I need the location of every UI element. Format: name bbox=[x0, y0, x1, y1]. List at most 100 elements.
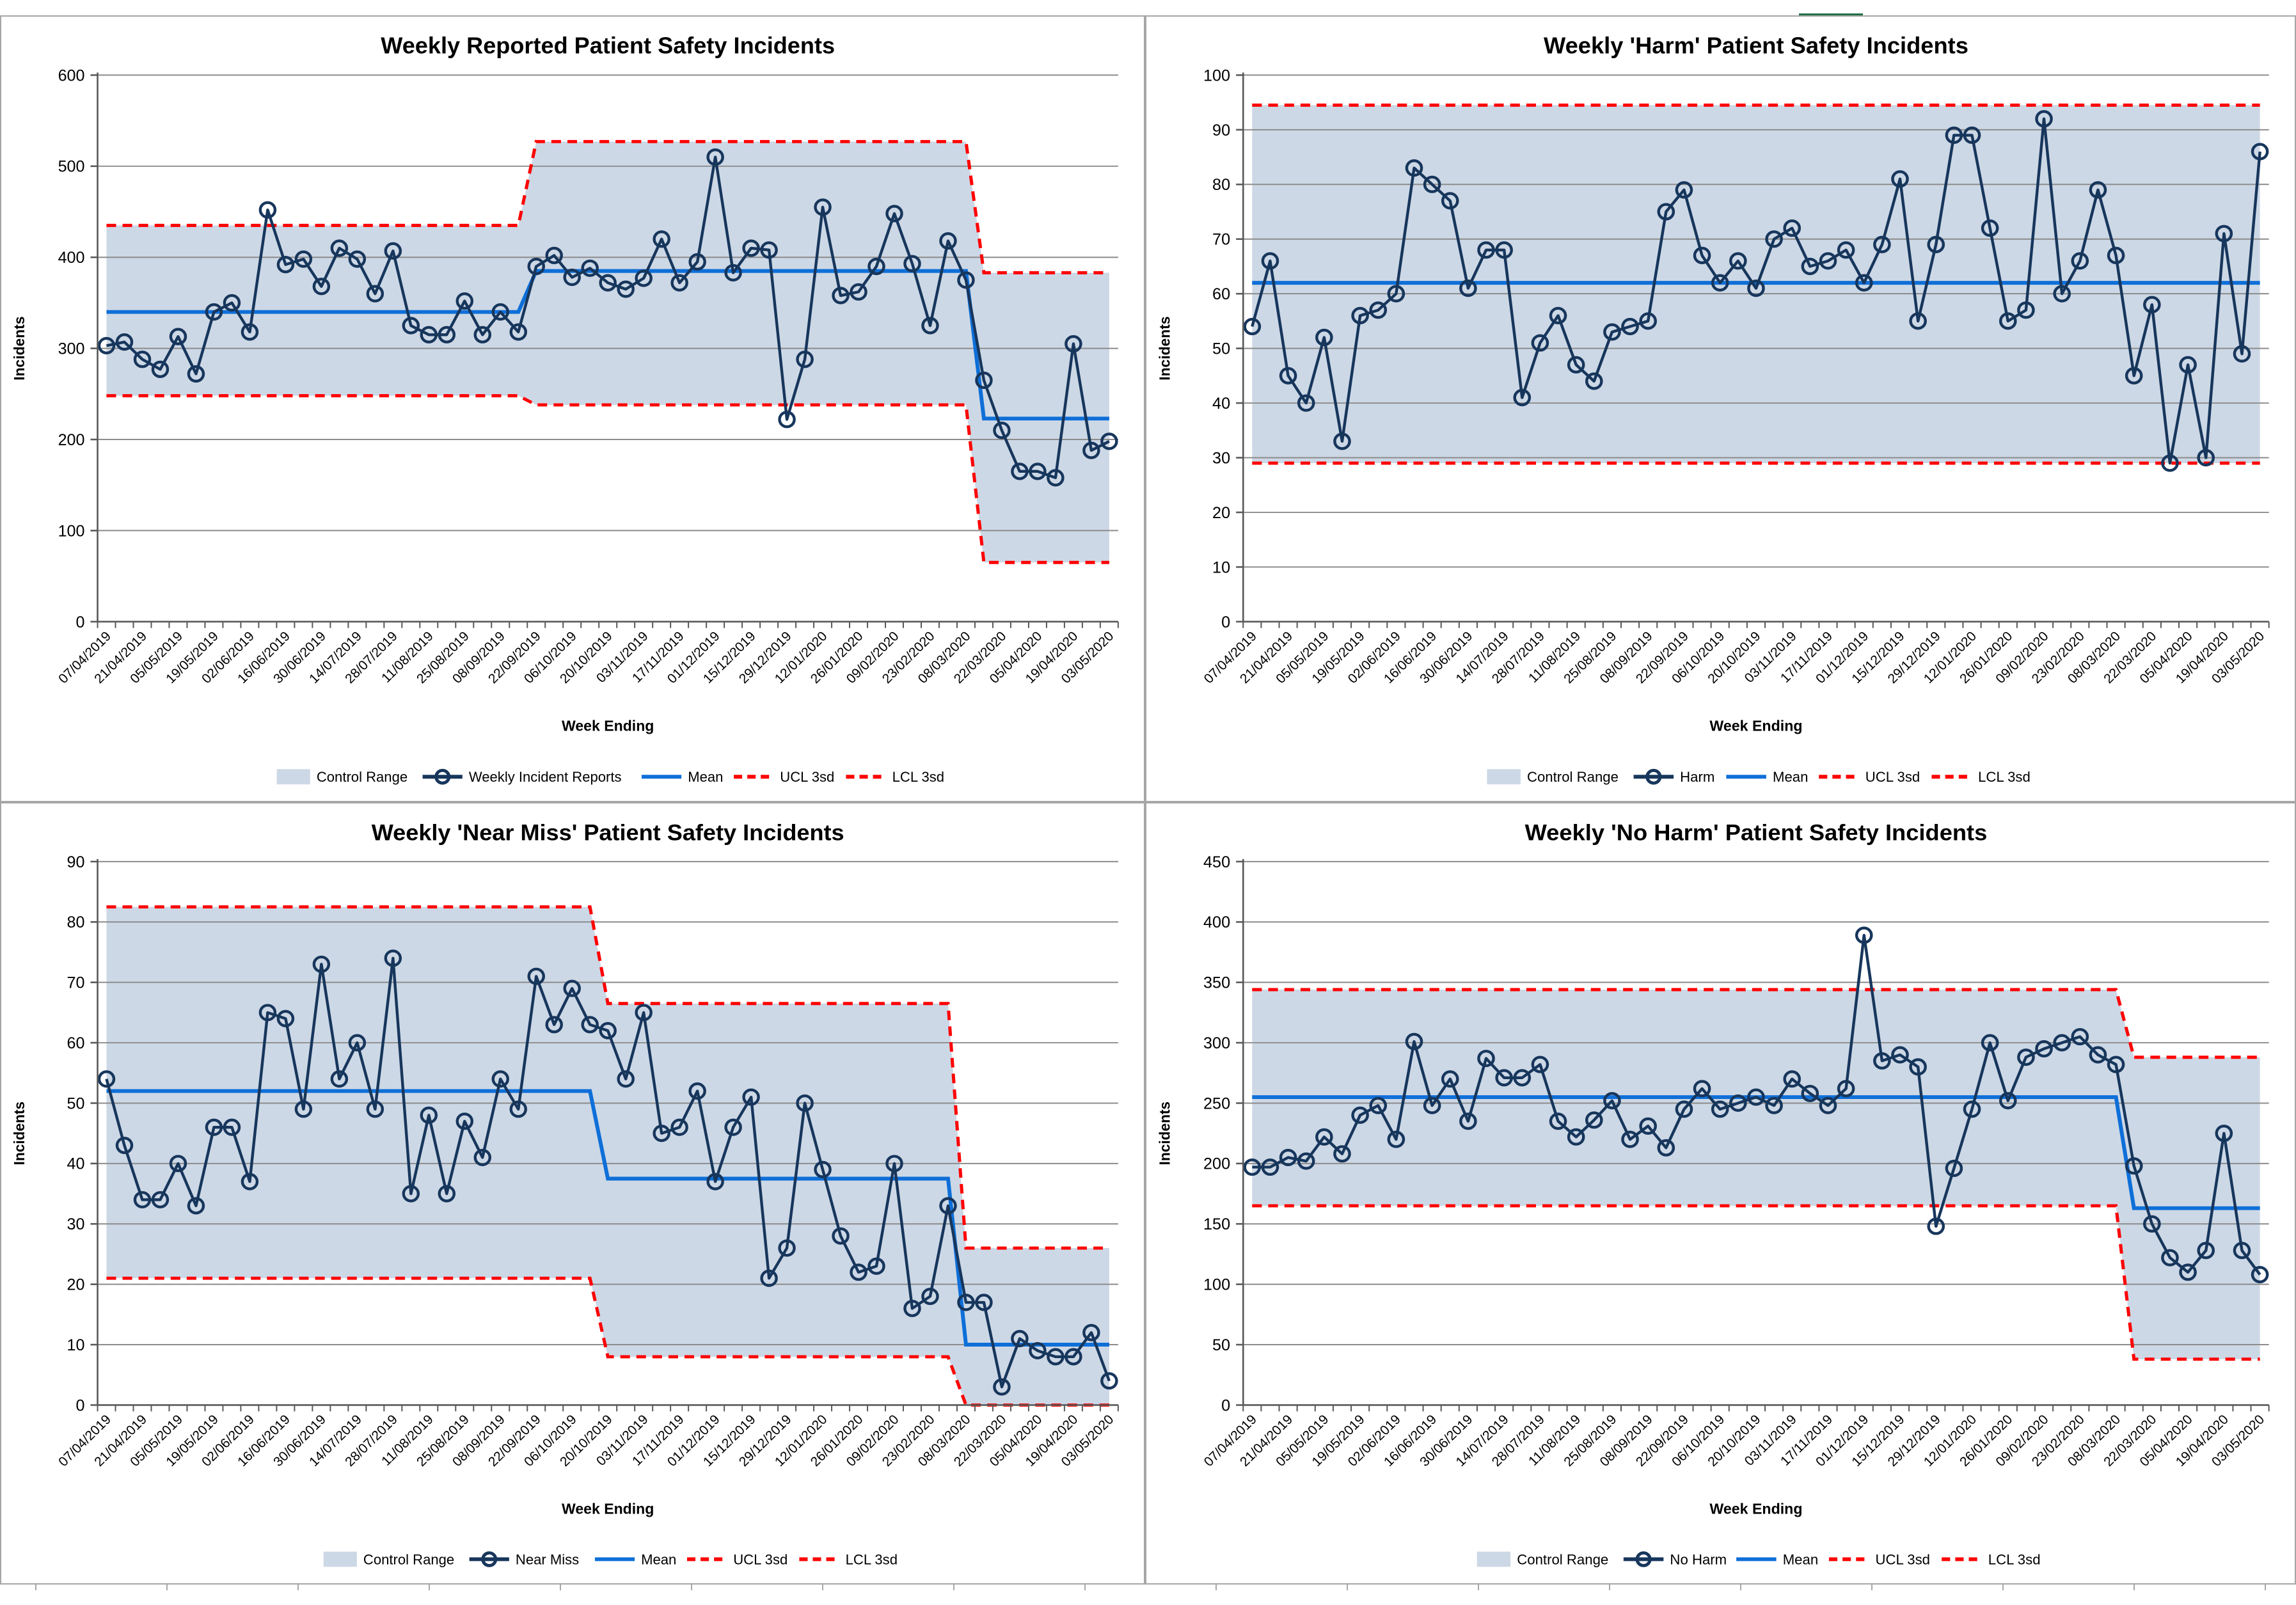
legend-item: Mean bbox=[641, 769, 723, 785]
legend-label: Mean bbox=[1783, 1552, 1818, 1568]
svg-text:300: 300 bbox=[1203, 1034, 1230, 1052]
legend-item: UCL 3sd bbox=[1828, 1552, 1930, 1568]
legend-item: Weekly Incident Reports bbox=[422, 768, 622, 785]
lcl-line bbox=[106, 394, 1109, 564]
sheet-column-tick bbox=[1871, 1585, 1872, 1590]
svg-text:90: 90 bbox=[67, 853, 85, 871]
series-markers bbox=[1243, 110, 2269, 472]
legend: Control Range Weekly Incident Reports Mean… bbox=[276, 768, 944, 785]
y-axis-tick-labels: 0 10 20 30 40 50 60 70 80 90 bbox=[67, 853, 85, 1414]
legend-label: LCL 3sd bbox=[1988, 1552, 2041, 1568]
svg-text:20: 20 bbox=[1212, 504, 1230, 522]
chart-title: Weekly Reported Patient Safety Incidents bbox=[381, 33, 835, 59]
x-axis-title: Week Ending bbox=[562, 718, 654, 734]
sheet-column-tick bbox=[560, 1585, 561, 1590]
control-range-swatch bbox=[1477, 1551, 1511, 1567]
sheet-column-tick bbox=[1478, 1585, 1479, 1590]
no_harm-chart: 0 50 100 150 200 250 300 350 400 450 07/04/201921/… bbox=[1156, 819, 2270, 1568]
svg-text:200: 200 bbox=[1203, 1155, 1230, 1173]
x-axis-tick-labels: 07/04/201921/04/201905/05/201919/05/2019… bbox=[1201, 629, 2268, 686]
legend-label: Mean bbox=[1773, 769, 1808, 785]
sheet-column-tick bbox=[297, 1585, 299, 1590]
svg-text:450: 450 bbox=[1203, 853, 1230, 871]
svg-text:60: 60 bbox=[67, 1034, 85, 1052]
reported-chart: 0 100 200 300 400 500 600 07/04/201921/04/20190… bbox=[11, 33, 1119, 785]
sheet-column-tick bbox=[35, 1585, 36, 1590]
legend-item: LCL 3sd bbox=[1942, 1552, 2041, 1568]
legend-item: UCL 3sd bbox=[1819, 769, 1920, 785]
svg-text:70: 70 bbox=[67, 974, 85, 992]
series-marker-swatch bbox=[1635, 1551, 1652, 1567]
sheet-column-tick bbox=[1084, 1585, 1086, 1590]
chart-panel-harm[interactable]: 0 10 20 30 40 50 60 70 80 90 100 07/04/2019 21/04/20… bbox=[1145, 15, 2296, 802]
series-markers bbox=[97, 148, 1118, 487]
svg-text:300: 300 bbox=[58, 340, 85, 358]
x-axis-title: Week Ending bbox=[1709, 718, 1802, 734]
ucl-line bbox=[1252, 988, 2260, 1059]
legend-label: UCL 3sd bbox=[733, 1552, 788, 1568]
svg-text:0: 0 bbox=[75, 613, 84, 631]
svg-text:30: 30 bbox=[1212, 450, 1230, 468]
legend-label: Control Range bbox=[363, 1552, 454, 1568]
x-axis-tick-labels: 07/04/201921/04/201905/05/201919/05/2019… bbox=[56, 629, 1116, 686]
control-range-area bbox=[106, 141, 1109, 563]
svg-text:40: 40 bbox=[67, 1155, 85, 1173]
y-axis-tick-labels: 0 10 20 30 40 50 60 70 80 90 100 bbox=[1203, 67, 1230, 631]
legend: Control Range Near Miss Mean UCL 3sd LCL 3sd bbox=[323, 1551, 898, 1568]
svg-text:10: 10 bbox=[1212, 558, 1230, 576]
sheet-column-tick bbox=[1609, 1585, 1610, 1590]
sheet-column-tick bbox=[166, 1585, 168, 1590]
svg-text:400: 400 bbox=[1203, 913, 1230, 931]
gridlines bbox=[97, 860, 1118, 1406]
series-markers bbox=[97, 949, 1118, 1396]
sheet-column-tick bbox=[691, 1585, 692, 1590]
sheet-bottom-strip bbox=[0, 1585, 2296, 1605]
svg-text:100: 100 bbox=[58, 522, 85, 540]
legend-label: UCL 3sd bbox=[780, 769, 834, 785]
axes bbox=[1236, 72, 2270, 628]
svg-text:10: 10 bbox=[67, 1336, 85, 1354]
legend-label: Weekly Incident Reports bbox=[469, 769, 622, 785]
legend-item: Control Range bbox=[1477, 1551, 1608, 1568]
chart-panel-near-miss[interactable]: 0 10 20 30 40 50 60 70 80 90 07/04/2019 21/04/2019 0… bbox=[0, 802, 1145, 1585]
legend-item: Mean bbox=[594, 1552, 676, 1567]
legend-label: No Harm bbox=[1670, 1552, 1727, 1568]
chart-title: Weekly 'Near Miss' Patient Safety Incide… bbox=[372, 820, 844, 846]
near_miss-chart: 0 10 20 30 40 50 60 70 80 90 07/04/201921/04/20190… bbox=[11, 820, 1119, 1568]
legend-label: LCL 3sd bbox=[1978, 769, 2031, 785]
sheet-column-tick bbox=[1215, 1585, 1217, 1590]
sheet-column-tick bbox=[429, 1585, 430, 1590]
chart-panel-reported[interactable]: 0 100 200 300 400 500 600 07/04/2019 21/04/2019 0… bbox=[0, 15, 1145, 802]
series-line bbox=[106, 155, 1110, 479]
series-markers bbox=[1243, 926, 2269, 1284]
legend-item: Mean bbox=[1726, 769, 1808, 785]
legend-item: LCL 3sd bbox=[846, 769, 944, 785]
svg-text:60: 60 bbox=[1212, 285, 1230, 303]
legend-item: Near Miss bbox=[469, 1551, 579, 1567]
legend-label: UCL 3sd bbox=[1876, 1552, 1930, 1568]
legend-label: UCL 3sd bbox=[1865, 769, 1920, 785]
legend-item: LCL 3sd bbox=[799, 1552, 898, 1567]
svg-text:40: 40 bbox=[1212, 395, 1230, 413]
svg-text:0: 0 bbox=[75, 1396, 84, 1414]
sheet-column-tick bbox=[2134, 1585, 2135, 1590]
legend-label: Control Range bbox=[1517, 1552, 1608, 1568]
ucl-line bbox=[106, 905, 1109, 1250]
legend-item: No Harm bbox=[1623, 1551, 1727, 1568]
chart-panel-no-harm[interactable]: 0 50 100 150 200 250 300 350 400 450 07/04/2019 21/… bbox=[1145, 802, 2296, 1585]
legend: Control Range Harm Mean UCL 3sd LCL 3sd bbox=[1487, 768, 2031, 785]
legend-label: Control Range bbox=[317, 769, 408, 785]
chart-title: Weekly 'Harm' Patient Safety Incidents bbox=[1544, 33, 1968, 59]
axes bbox=[1236, 858, 2270, 1412]
x-axis-tick-labels: 07/04/201921/04/201905/05/201919/05/2019… bbox=[56, 1412, 1116, 1469]
svg-text:350: 350 bbox=[1203, 974, 1230, 992]
legend-item: Control Range bbox=[323, 1552, 454, 1568]
svg-text:50: 50 bbox=[67, 1095, 85, 1113]
x-axis-tick-labels: 07/04/201921/04/201905/05/201919/05/2019… bbox=[1201, 1412, 2268, 1469]
legend-item: Control Range bbox=[1487, 769, 1619, 785]
svg-text:100: 100 bbox=[1203, 67, 1230, 85]
legend-item: UCL 3sd bbox=[687, 1552, 788, 1568]
series-marker-swatch bbox=[481, 1551, 498, 1567]
svg-text:500: 500 bbox=[58, 158, 85, 176]
lcl-line bbox=[106, 1276, 1109, 1407]
